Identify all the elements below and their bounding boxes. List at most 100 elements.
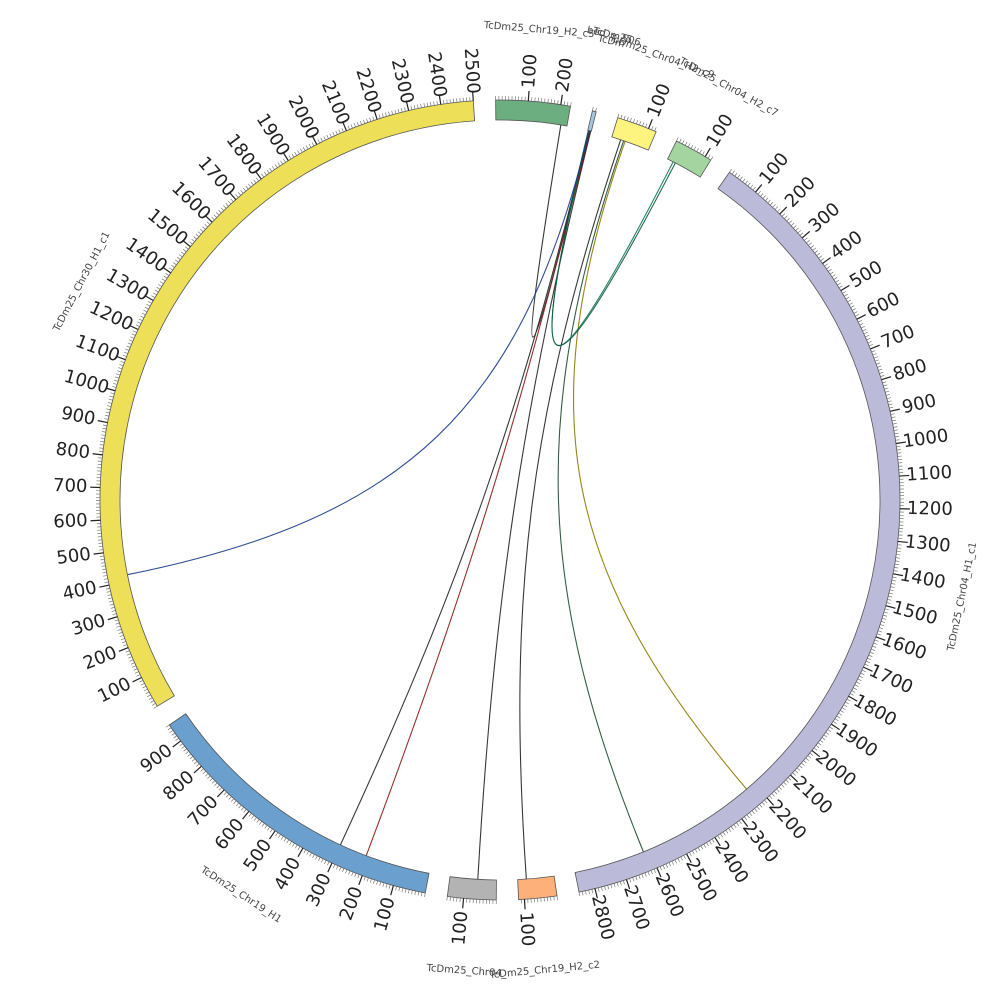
minor-tick — [145, 691, 150, 695]
minor-tick — [173, 735, 178, 739]
minor-tick — [849, 693, 854, 696]
minor-tick — [884, 608, 889, 611]
minor-tick — [398, 887, 401, 892]
minor-tick — [381, 113, 384, 118]
minor-tick — [769, 795, 773, 799]
minor-tick — [761, 801, 765, 806]
contig-chr19_h1 — [168, 713, 430, 894]
minor-tick — [102, 424, 108, 427]
tick-label: 800 — [890, 355, 929, 385]
tick-label: 1500 — [890, 597, 940, 629]
minor-tick — [674, 859, 677, 864]
minor-tick — [829, 271, 834, 275]
minor-tick — [327, 861, 330, 866]
minor-tick — [888, 592, 894, 595]
major-tick — [822, 257, 832, 264]
minor-tick — [620, 114, 623, 119]
tick-label: 100 — [515, 911, 538, 947]
minor-tick — [189, 756, 194, 760]
tick-label: 2200 — [351, 66, 385, 116]
minor-tick — [742, 178, 746, 183]
minor-tick — [693, 146, 697, 151]
minor-tick — [690, 144, 694, 149]
minor-tick — [808, 242, 812, 246]
minor-tick — [894, 567, 899, 569]
major-tick — [831, 723, 840, 731]
minor-tick — [739, 176, 743, 181]
minor-tick — [443, 99, 445, 104]
minor-tick — [563, 101, 566, 106]
minor-tick — [591, 889, 594, 894]
tick-label: 2400 — [423, 50, 451, 98]
major-tick — [92, 453, 103, 456]
minor-tick — [886, 397, 891, 399]
minor-tick — [894, 432, 899, 435]
minor-tick — [143, 309, 148, 313]
minor-tick — [104, 418, 109, 420]
minor-tick — [339, 866, 342, 871]
minor-tick — [736, 822, 740, 827]
minor-tick — [280, 160, 284, 165]
minor-tick — [120, 638, 125, 641]
major-tick — [870, 344, 880, 350]
minor-tick — [607, 885, 610, 890]
minor-tick — [570, 102, 572, 107]
minor-tick — [332, 132, 335, 137]
minor-tick — [710, 156, 714, 161]
minor-tick — [641, 873, 644, 878]
minor-tick — [106, 408, 111, 411]
minor-tick — [821, 737, 826, 741]
minor-tick — [683, 855, 686, 860]
minor-tick — [248, 813, 252, 817]
minor-tick — [341, 128, 344, 133]
minor-tick — [855, 314, 860, 317]
major-tick — [204, 214, 213, 223]
minor-tick — [347, 125, 350, 130]
minor-tick — [880, 375, 885, 377]
tick-label: 400 — [826, 227, 866, 264]
minor-tick — [597, 887, 600, 892]
tick-label: 400 — [61, 577, 99, 605]
major-tick — [893, 573, 904, 577]
minor-tick — [148, 301, 152, 304]
minor-tick — [152, 292, 157, 296]
major-tick — [269, 830, 276, 840]
minor-tick — [853, 687, 857, 690]
major-tick — [327, 862, 333, 873]
minor-tick — [333, 864, 336, 869]
minor-tick — [385, 883, 388, 888]
minor-tick — [255, 177, 259, 182]
major-tick — [390, 885, 394, 896]
minor-tick — [345, 869, 348, 874]
tick-label: 800 — [159, 767, 199, 806]
minor-tick — [182, 249, 187, 253]
minor-tick — [578, 892, 581, 897]
minor-tick — [859, 675, 863, 679]
tick-label: 300 — [805, 199, 845, 237]
minor-tick — [828, 268, 832, 272]
minor-tick — [850, 305, 855, 308]
minor-tick — [858, 320, 863, 323]
minor-tick — [842, 291, 847, 294]
major-tick — [472, 90, 474, 101]
minor-tick — [204, 224, 208, 228]
minor-tick — [847, 299, 852, 303]
overlapping-label: bed — [586, 25, 607, 40]
minor-tick — [363, 119, 366, 124]
minor-tick — [853, 311, 858, 314]
minor-tick — [408, 889, 410, 894]
minor-tick — [893, 429, 898, 431]
tick-label: 100 — [702, 110, 738, 150]
minor-tick — [123, 351, 128, 354]
tick-label: 600 — [863, 288, 903, 322]
tick-label: 200 — [336, 884, 368, 923]
major-tick — [789, 774, 799, 783]
minor-tick — [283, 158, 286, 163]
minor-tick — [878, 368, 883, 371]
minor-tick — [893, 570, 898, 572]
contig-chr04_h1 — [574, 171, 901, 893]
minor-tick — [636, 120, 639, 125]
minor-tick — [227, 200, 232, 205]
major-tick — [132, 676, 142, 683]
minor-tick — [315, 855, 318, 860]
